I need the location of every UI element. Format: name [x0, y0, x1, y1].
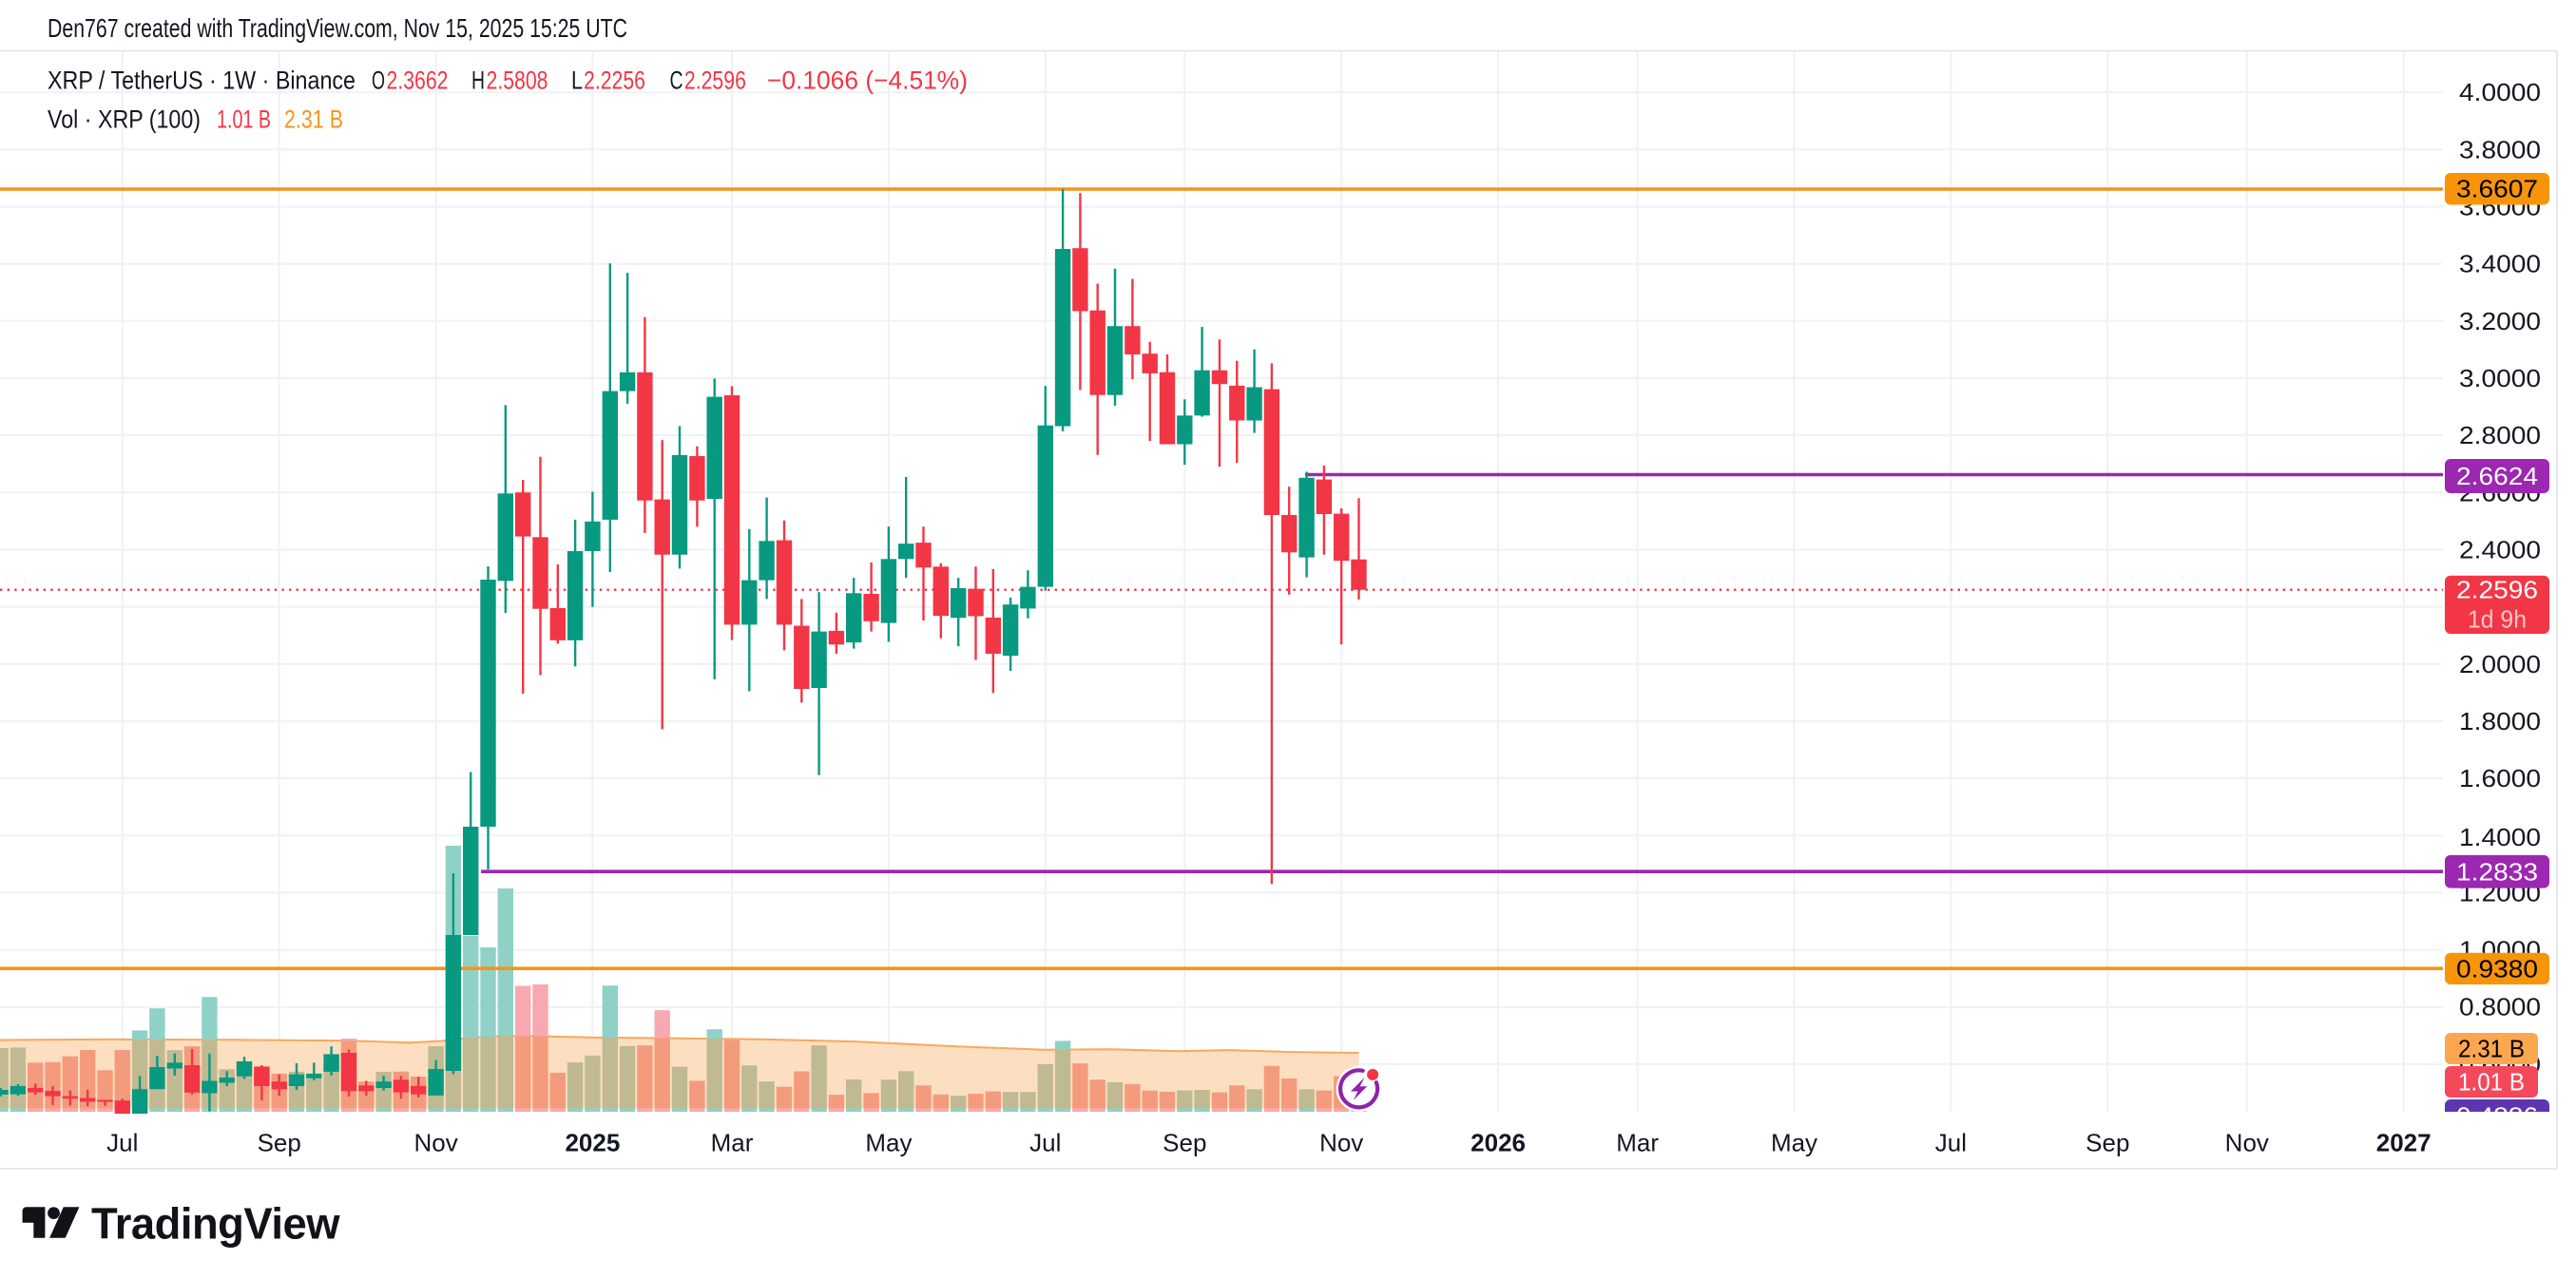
- svg-text:Sep: Sep: [1163, 1129, 1206, 1157]
- svg-text:C: C: [670, 67, 683, 95]
- svg-text:Mar: Mar: [1616, 1129, 1659, 1157]
- svg-text:Mar: Mar: [711, 1129, 754, 1157]
- svg-text:4.0000: 4.0000: [2459, 78, 2541, 106]
- svg-text:2.2596: 2.2596: [2456, 576, 2538, 604]
- svg-text:2.0000: 2.0000: [2459, 650, 2541, 678]
- svg-text:Den767 created with TradingVie: Den767 created with TradingView.com, Nov…: [48, 13, 627, 43]
- svg-text:3.6607: 3.6607: [2456, 175, 2538, 203]
- svg-text:2.2596: 2.2596: [684, 67, 746, 95]
- svg-text:Nov: Nov: [413, 1129, 457, 1157]
- svg-text:O: O: [372, 67, 385, 95]
- svg-text:2.3662: 2.3662: [387, 67, 449, 95]
- svg-text:1.4000: 1.4000: [2459, 823, 2541, 851]
- svg-text:3.0000: 3.0000: [2459, 364, 2541, 392]
- svg-text:1.8000: 1.8000: [2459, 707, 2541, 735]
- svg-text:May: May: [865, 1129, 912, 1157]
- svg-text:2.31 B: 2.31 B: [2458, 1035, 2525, 1063]
- svg-text:L: L: [571, 67, 583, 95]
- svg-text:2.2256: 2.2256: [584, 67, 645, 95]
- svg-text:TradingView: TradingView: [91, 1199, 340, 1249]
- svg-text:2.4000: 2.4000: [2459, 536, 2541, 564]
- svg-text:H: H: [471, 67, 485, 95]
- svg-text:Sep: Sep: [2086, 1129, 2129, 1157]
- svg-text:Vol · XRP (100): Vol · XRP (100): [48, 105, 201, 134]
- svg-text:3.4000: 3.4000: [2459, 250, 2541, 278]
- svg-text:0.8000: 0.8000: [2459, 993, 2541, 1021]
- svg-text:2025: 2025: [565, 1129, 620, 1157]
- svg-text:−0.1066 (−4.51%): −0.1066 (−4.51%): [767, 67, 968, 95]
- svg-text:XRP / TetherUS · 1W · Binance: XRP / TetherUS · 1W · Binance: [48, 67, 356, 95]
- svg-text:May: May: [1771, 1129, 1817, 1157]
- svg-text:Jul: Jul: [1935, 1129, 1967, 1157]
- svg-text:3.2000: 3.2000: [2459, 307, 2541, 335]
- svg-text:Jul: Jul: [1029, 1129, 1061, 1157]
- svg-text:0.9380: 0.9380: [2456, 954, 2538, 983]
- svg-text:2.8000: 2.8000: [2459, 421, 2541, 449]
- svg-text:Sep: Sep: [258, 1129, 301, 1157]
- svg-text:2.5808: 2.5808: [487, 67, 548, 95]
- svg-text:1.2833: 1.2833: [2456, 857, 2538, 886]
- svg-text:1d 9h: 1d 9h: [2468, 605, 2527, 634]
- svg-text:1.01 B: 1.01 B: [217, 105, 271, 134]
- svg-text:2027: 2027: [2376, 1129, 2432, 1157]
- svg-text:Jul: Jul: [106, 1129, 138, 1157]
- svg-text:1.6000: 1.6000: [2459, 764, 2541, 792]
- svg-text:0.4886: 0.4886: [2456, 1102, 2538, 1131]
- svg-text:2026: 2026: [1471, 1129, 1526, 1157]
- svg-text:1.01 B: 1.01 B: [2458, 1068, 2525, 1097]
- svg-text:2.31 B: 2.31 B: [284, 105, 343, 134]
- svg-text:2.6624: 2.6624: [2456, 462, 2538, 490]
- svg-text:3.8000: 3.8000: [2459, 135, 2541, 163]
- svg-text:Nov: Nov: [1319, 1129, 1363, 1157]
- svg-text:Nov: Nov: [2225, 1129, 2269, 1157]
